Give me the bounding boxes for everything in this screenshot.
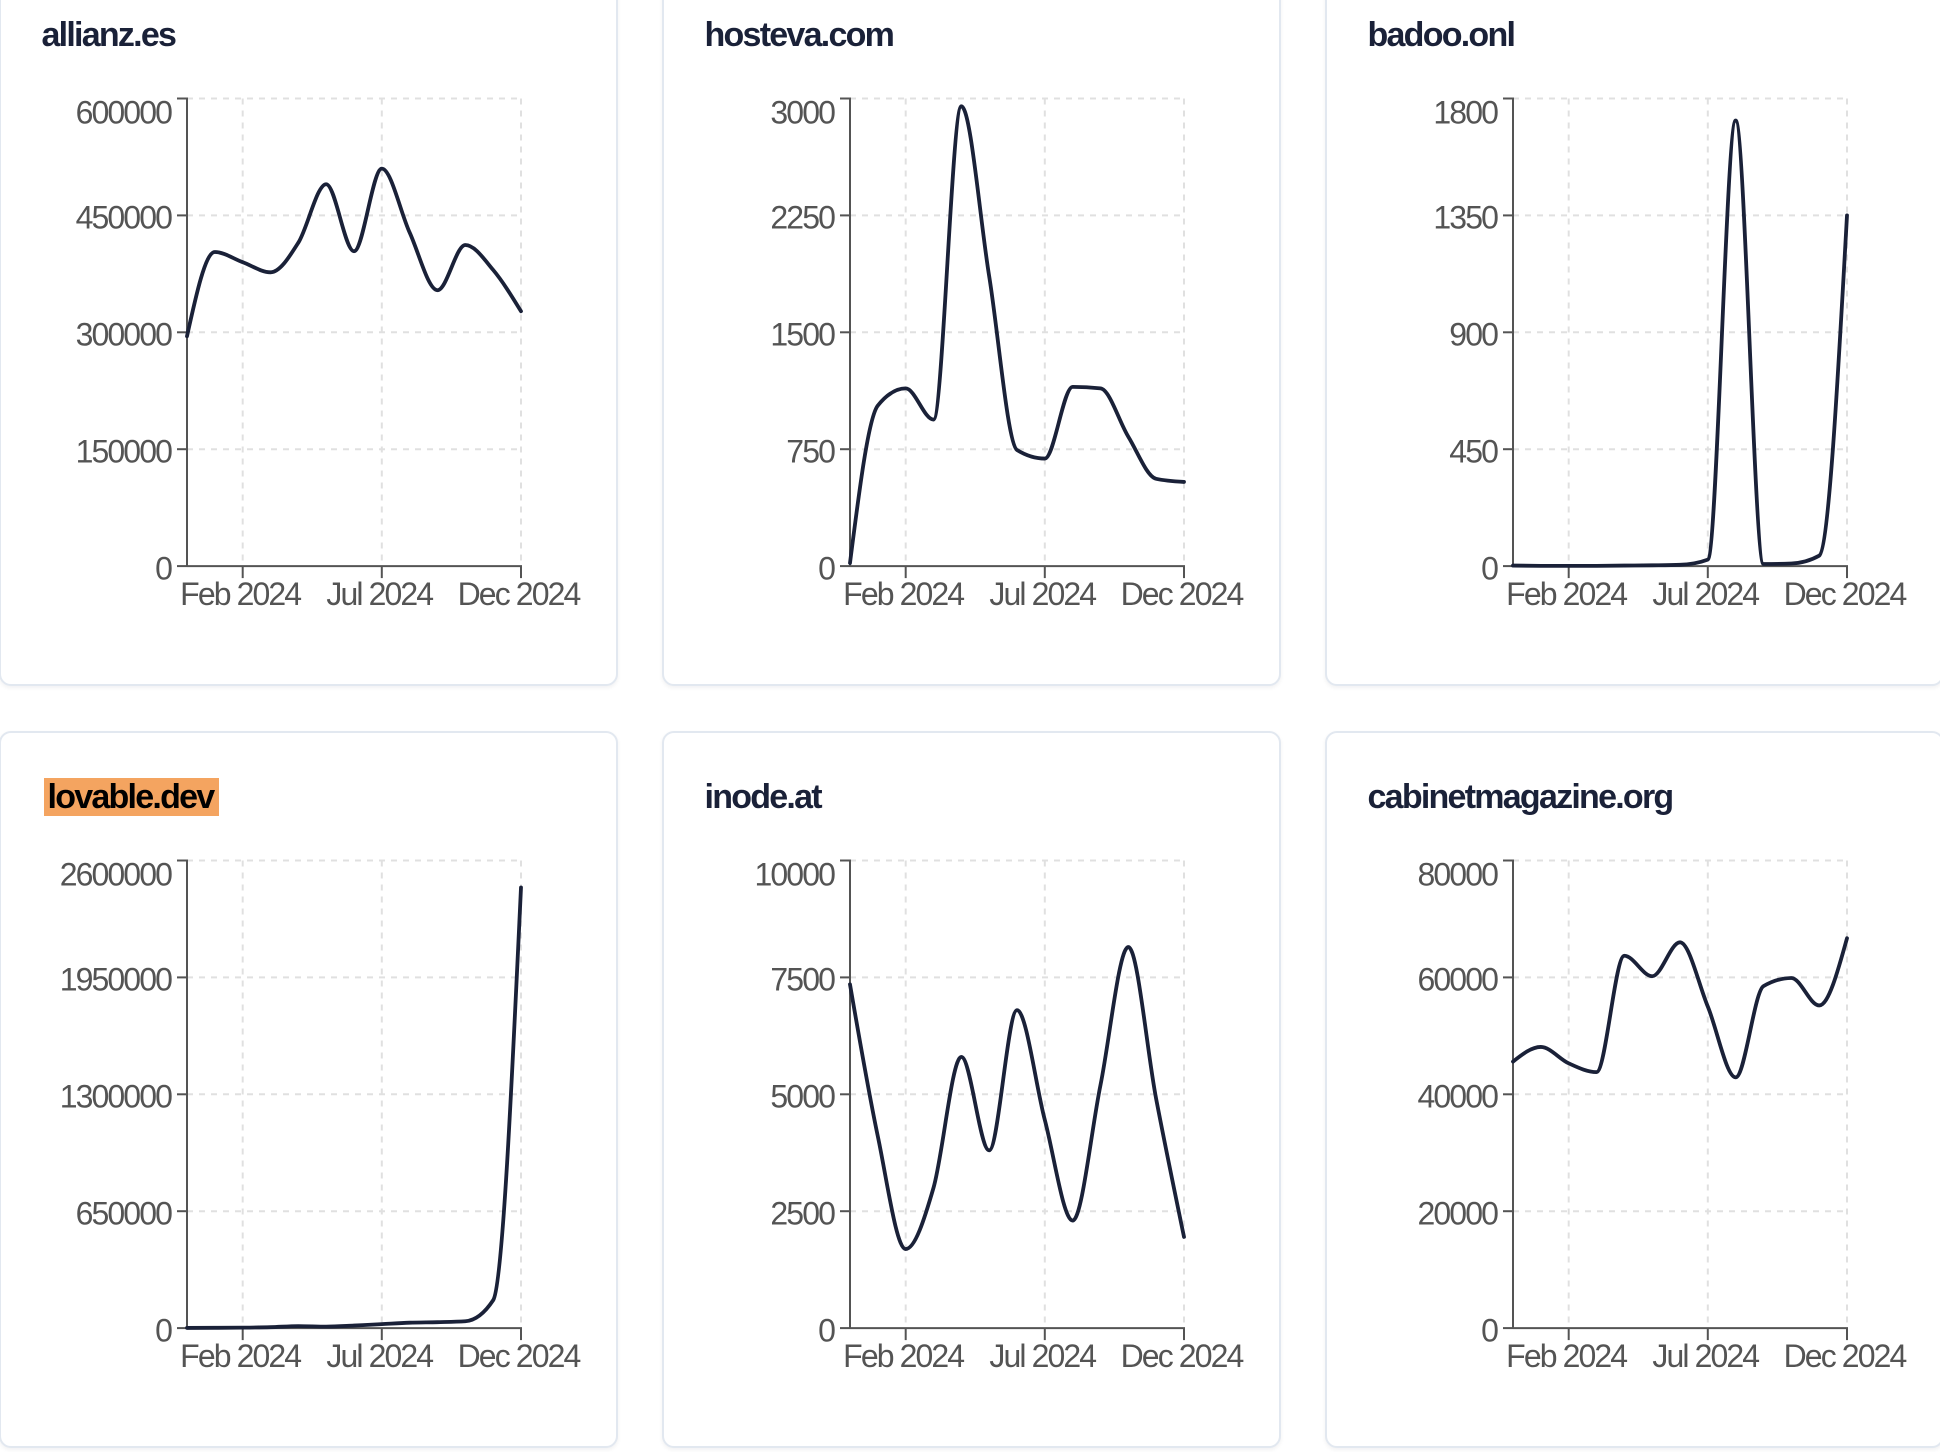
svg-text:20000: 20000: [1417, 1195, 1498, 1231]
svg-text:40000: 40000: [1417, 1079, 1498, 1115]
svg-text:Feb 2024: Feb 2024: [180, 576, 301, 612]
svg-text:750: 750: [786, 433, 835, 469]
svg-text:Jul 2024: Jul 2024: [1652, 1338, 1759, 1374]
svg-text:0: 0: [1481, 1312, 1498, 1348]
svg-text:Jul 2024: Jul 2024: [1652, 576, 1759, 612]
svg-text:900: 900: [1449, 317, 1498, 353]
svg-text:Dec 2024: Dec 2024: [457, 1338, 580, 1374]
svg-text:300000: 300000: [75, 317, 171, 353]
svg-text:0: 0: [818, 1312, 835, 1348]
svg-text:650000: 650000: [75, 1195, 171, 1231]
svg-text:Dec 2024: Dec 2024: [1783, 1338, 1906, 1374]
svg-text:Feb 2024: Feb 2024: [180, 1338, 301, 1374]
svg-text:1500: 1500: [770, 317, 835, 353]
svg-text:1950000: 1950000: [59, 962, 171, 998]
svg-text:Dec 2024: Dec 2024: [1783, 576, 1906, 612]
svg-text:Dec 2024: Dec 2024: [1120, 1338, 1243, 1374]
svg-text:2250: 2250: [770, 200, 835, 236]
svg-text:3000: 3000: [770, 94, 835, 130]
svg-text:Feb 2024: Feb 2024: [1506, 576, 1627, 612]
svg-text:Jul 2024: Jul 2024: [326, 1338, 433, 1374]
svg-text:1300000: 1300000: [59, 1079, 171, 1115]
svg-text:Feb 2024: Feb 2024: [843, 1338, 964, 1374]
svg-text:1350: 1350: [1433, 200, 1498, 236]
svg-text:150000: 150000: [75, 433, 171, 469]
svg-text:Jul 2024: Jul 2024: [989, 1338, 1096, 1374]
svg-text:60000: 60000: [1417, 962, 1498, 998]
svg-text:1800: 1800: [1433, 94, 1498, 130]
svg-text:Dec 2024: Dec 2024: [1120, 576, 1243, 612]
svg-text:80000: 80000: [1417, 856, 1498, 892]
svg-text:0: 0: [1481, 550, 1498, 586]
svg-text:450: 450: [1449, 433, 1498, 469]
svg-text:2600000: 2600000: [59, 856, 171, 892]
svg-text:Jul 2024: Jul 2024: [989, 576, 1096, 612]
svg-text:Jul 2024: Jul 2024: [326, 576, 433, 612]
svg-text:600000: 600000: [75, 94, 171, 130]
svg-text:450000: 450000: [75, 200, 171, 236]
svg-text:2500: 2500: [770, 1195, 835, 1231]
svg-text:7500: 7500: [770, 962, 835, 998]
svg-text:Feb 2024: Feb 2024: [1506, 1338, 1627, 1374]
svg-text:0: 0: [155, 1312, 172, 1348]
svg-text:10000: 10000: [754, 856, 835, 892]
svg-text:5000: 5000: [770, 1079, 835, 1115]
svg-text:0: 0: [818, 550, 835, 586]
svg-text:Feb 2024: Feb 2024: [843, 576, 964, 612]
svg-text:0: 0: [155, 550, 172, 586]
svg-text:Dec 2024: Dec 2024: [457, 576, 580, 612]
